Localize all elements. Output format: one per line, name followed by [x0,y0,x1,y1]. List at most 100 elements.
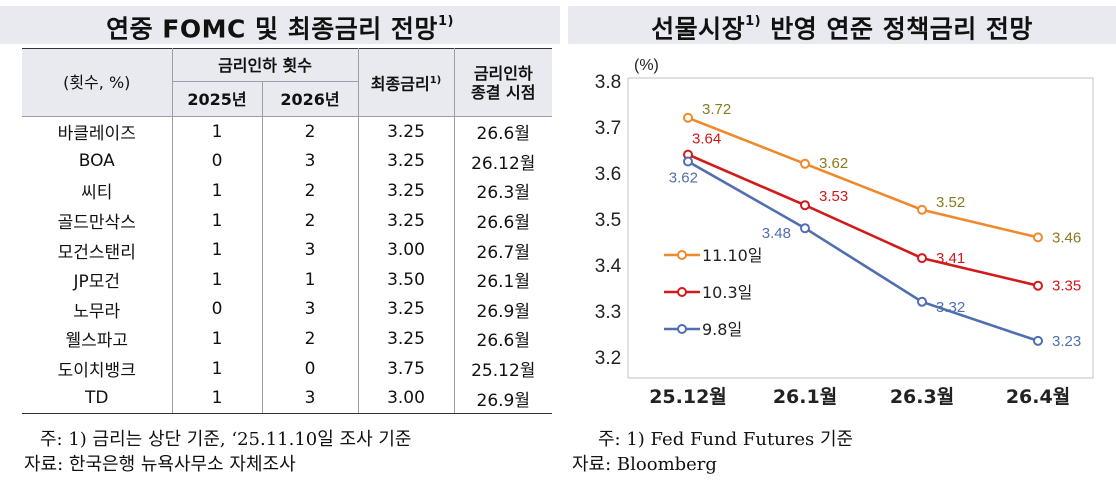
data-point-marker [1033,335,1043,346]
data-value-label: 3.62 [669,170,698,187]
cuts-2025-cell: 0 [172,146,263,177]
legend-swatch-marker [677,287,687,297]
cut-end-time-header-line1: 금리인하 [473,63,533,83]
data-value-label: 3.53 [819,188,848,205]
bank-name-cell: 도이치뱅크 [22,353,173,384]
cuts-2025-cell: 1 [172,235,263,265]
table-row: TD 1 3 3.00 26.9월 [22,383,553,414]
year-2025-header: 2025년 [172,81,263,117]
table-row: 골드만삭스 1 2 3.25 26.6월 [22,205,552,236]
x-tick-label: 26.3월 [890,386,954,408]
cuts-2026-cell: 3 [262,146,359,177]
data-value-label: 3.48 [762,225,791,242]
data-value-label: 3.64 [692,131,721,148]
cuts-2025-cell: 1 [172,324,263,354]
rate-path-chart: 3.2 3.3 3.4 3.5 3.6 3.7 3.8 (%) 25.12월 26.1월 26.3월… [595,57,1094,408]
cut-end-time-cell: 26.3월 [476,183,531,204]
bank-name-cell: 웰스파고 [22,324,173,354]
cut-end-time-cell: 26.1월 [476,272,531,293]
cut-end-time-header: 금리인하 종결 시점 [454,48,553,117]
cuts-2026-cell: 3 [262,383,359,414]
bank-name-cell: JP모건 [22,264,173,295]
final-rate-cell: 3.00 [358,235,455,265]
data-point-marker [800,223,810,234]
final-rate-cell: 3.00 [358,383,455,414]
data-point-marker [683,112,693,123]
cuts-2026-cell: 2 [262,205,359,236]
final-rate-cell: 3.25 [358,176,455,206]
cuts-2025-cell: 1 [172,205,263,236]
table-row: 웰스파고 1 2 3.25 26.6월 [22,324,552,354]
chart-footnote: 주: 1) Fed Fund Futures 기준 [598,429,854,450]
cuts-2026-cell: 1 [262,264,359,295]
final-rate-header: 최종금리1) [358,48,455,117]
y-tick-label: 3.3 [595,302,621,323]
cuts-2026-cell: 2 [262,176,359,206]
table-row: 모건스탠리 1 3 3.00 26.7월 [22,235,552,265]
rate-cut-count-header: 금리인하 횟수 [172,48,359,82]
y-axis-unit-label: (%) [634,57,659,74]
cuts-2026-cell: 3 [262,294,359,325]
table-row: 씨티 1 2 3.25 26.3월 [22,176,552,206]
data-point-marker [800,200,810,211]
table-row: 도이치뱅크 1 0 3.75 25.12월 [22,353,552,384]
x-tick-label: 25.12월 [649,386,727,408]
year-2026-header: 2026년 [262,81,359,117]
legend-swatch-marker [677,250,687,260]
data-point-marker [917,296,927,307]
legend-label: 9.8일 [702,320,742,339]
data-value-label: 3.46 [1052,229,1081,246]
data-point-marker [917,204,927,215]
data-value-label: 3.72 [702,101,731,118]
y-tick-label: 3.7 [595,118,621,139]
bank-name-cell: 골드만삭스 [22,205,173,236]
table-row: BOA 0 3 3.25 26.12월 [22,146,552,177]
data-point-marker [1033,280,1043,291]
series-line [687,153,1039,287]
final-rate-cell: 3.25 [358,294,455,325]
cut-end-time-cell: 26.7월 [476,242,531,263]
cut-end-time-cell: 25.12월 [471,361,536,382]
bank-name-cell: 노무라 [22,294,173,325]
cut-end-time-cell: 26.9월 [454,383,553,414]
final-rate-cell: 3.25 [358,146,455,177]
data-value-label: 3.41 [936,250,965,267]
cuts-2026-cell: 0 [262,353,359,384]
final-rate-footnote-mark: 1) [429,75,442,87]
legend-label: 11.10일 [702,246,763,265]
data-point-marker [917,253,927,264]
cuts-2025-cell: 1 [172,176,263,206]
cuts-2025-cell: 1 [172,264,263,295]
y-tick-label: 3.6 [595,164,621,185]
series-line [687,116,1039,239]
cut-end-time-cell: 26.9월 [476,301,531,322]
plot-area-frame [627,77,1094,379]
table-row: 노무라 0 3 3.25 26.9월 [22,294,552,325]
bank-name-cell: TD [22,383,173,414]
table-subheader-row: 2025년 2026년 [22,81,552,117]
final-rate-cell: 3.75 [358,353,455,384]
legend-label: 10.3일 [702,283,752,302]
chart-title-rest: 반영 연준 정책금리 전망 [761,14,1033,44]
cuts-2025-cell: 0 [172,294,263,325]
final-rate-cell: 3.50 [358,264,455,295]
cut-end-time-cell: 26.12월 [471,153,536,174]
series-line [687,160,1039,343]
y-tick-label: 3.5 [595,210,621,231]
table-source: 자료: 한국은행 뉴욕사무소 자체조사 [24,454,296,475]
data-value-label: 3.62 [819,155,848,172]
table-title-footnote-mark: 1) [437,14,454,29]
data-point-marker [683,156,693,167]
bank-name-cell: 모건스탠리 [22,235,173,265]
cuts-2026-cell: 2 [262,116,359,147]
bank-name-cell: 바클레이즈 [22,116,173,147]
final-rate-cell: 3.25 [358,205,455,236]
legend-swatch-marker [677,324,687,334]
cuts-2025-cell: 1 [172,116,263,147]
y-tick-label: 3.8 [595,72,621,93]
x-tick-label: 26.1월 [773,386,837,408]
fomc-forecast-table: (횟수, %) 금리인하 횟수 최종금리1) 금리인하 종결 시점 2025년 2… [22,48,553,414]
data-point-marker [800,158,810,169]
table-panel-title: 연중 FOMC 및 최종금리 전망1) [0,6,560,44]
cuts-2025-cell: 1 [172,383,263,414]
